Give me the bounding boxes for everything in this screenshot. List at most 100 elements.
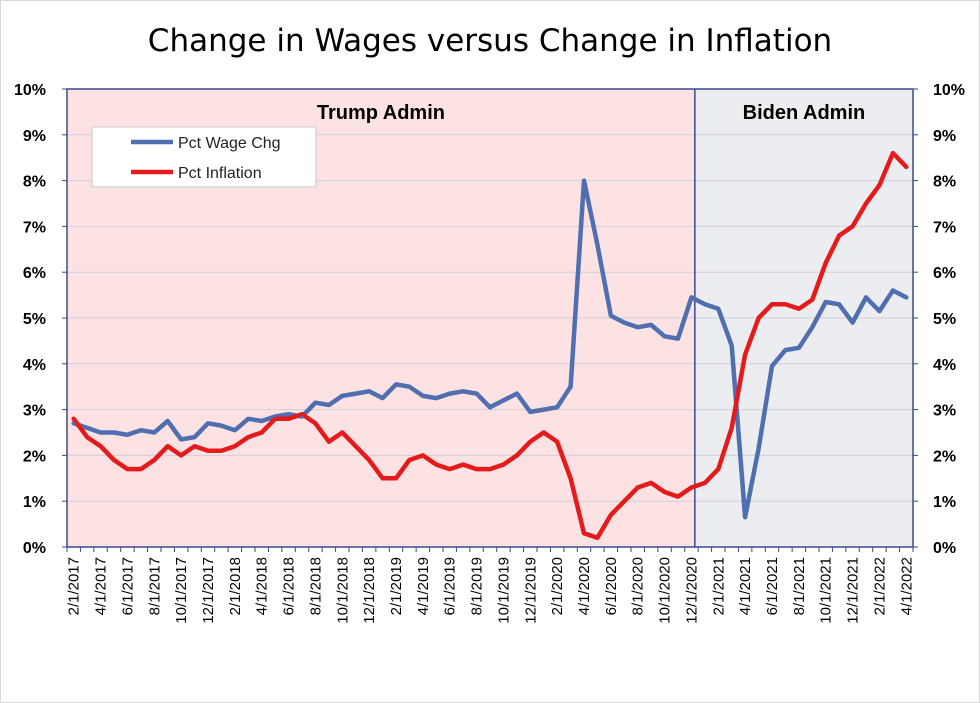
legend-label-wage: Pct Wage Chg bbox=[178, 135, 281, 152]
inflation-point bbox=[461, 462, 465, 467]
inflation-point bbox=[219, 449, 224, 453]
wage-point bbox=[286, 412, 291, 416]
inflation-point bbox=[286, 417, 291, 421]
inflation-point bbox=[528, 440, 532, 444]
inflation-point bbox=[555, 440, 559, 444]
x-axis: 2/1/2017 4/1/2017 6/1/2017 8/1/2017 10/1/201… bbox=[66, 547, 915, 624]
inflation-point bbox=[770, 302, 774, 306]
wage-point bbox=[125, 433, 130, 437]
inflation-point bbox=[206, 449, 210, 453]
legend-label-inflation: Pct Inflation bbox=[178, 165, 262, 182]
inflation-point bbox=[850, 224, 855, 228]
wage-point bbox=[340, 394, 344, 398]
inflation-point bbox=[313, 421, 318, 425]
wage-point bbox=[904, 295, 908, 299]
x-tick-label: 12/1/2020 bbox=[683, 557, 700, 624]
y-tick-label-right: 8% bbox=[933, 174, 956, 191]
y-tick-label-right: 7% bbox=[933, 219, 956, 236]
wage-point bbox=[797, 346, 801, 350]
inflation-point bbox=[689, 485, 694, 490]
x-tick-label: 2/1/2021 bbox=[710, 557, 727, 615]
inflation-point bbox=[542, 430, 546, 435]
wage-point bbox=[515, 391, 519, 396]
x-tick-label: 8/1/2018 bbox=[307, 557, 324, 615]
wage-point bbox=[756, 446, 761, 451]
x-tick-label: 8/1/2019 bbox=[469, 557, 486, 615]
y-tick-label-right: 5% bbox=[933, 311, 956, 328]
y-tick-label-right: 9% bbox=[933, 128, 956, 145]
wage-point bbox=[233, 428, 237, 432]
wage-point bbox=[394, 382, 398, 387]
inflation-point bbox=[98, 444, 103, 448]
x-tick-label: 2/1/2022 bbox=[871, 557, 888, 615]
inflation-point bbox=[474, 467, 479, 471]
x-tick-label: 10/1/2017 bbox=[173, 557, 190, 624]
inflation-point bbox=[340, 430, 344, 435]
x-tick-label: 6/1/2019 bbox=[442, 557, 459, 615]
wage-point bbox=[716, 307, 720, 311]
wage-point bbox=[649, 323, 653, 327]
wage-point bbox=[837, 302, 841, 306]
legend: Pct Wage Chg Pct Inflation bbox=[91, 126, 317, 188]
wage-point bbox=[380, 396, 385, 400]
wage-point bbox=[246, 417, 250, 421]
x-tick-label: 10/1/2019 bbox=[495, 557, 512, 624]
wage-point bbox=[367, 389, 371, 393]
wage-point bbox=[85, 426, 89, 430]
inflation-point bbox=[837, 233, 841, 238]
y-tick-label-left: 2% bbox=[23, 448, 46, 465]
chart-title: Change in Wages versus Change in Inflati… bbox=[148, 23, 832, 59]
wage-point bbox=[139, 428, 143, 432]
wage-point bbox=[689, 295, 694, 299]
wage-point bbox=[98, 430, 103, 435]
wage-point bbox=[542, 408, 546, 412]
wage-point bbox=[528, 410, 532, 414]
wage-point bbox=[407, 385, 412, 389]
inflation-point bbox=[904, 165, 908, 169]
wage-point bbox=[622, 320, 626, 325]
wage-point bbox=[501, 398, 506, 403]
x-tick-label: 2/1/2020 bbox=[549, 557, 566, 615]
wage-point bbox=[72, 421, 76, 425]
inflation-point bbox=[595, 536, 600, 540]
inflation-point bbox=[488, 467, 492, 471]
wage-point bbox=[152, 430, 156, 435]
inflation-point bbox=[716, 467, 720, 471]
wage-point bbox=[703, 302, 707, 306]
inflation-point bbox=[192, 444, 197, 448]
y-tick-label-left: 3% bbox=[23, 403, 46, 420]
inflation-point bbox=[662, 490, 667, 494]
x-tick-label: 2/1/2018 bbox=[227, 557, 244, 615]
wage-point bbox=[434, 396, 438, 400]
y-tick-label-left: 6% bbox=[23, 265, 46, 282]
data-points bbox=[72, 151, 908, 540]
inflation-point bbox=[260, 430, 264, 435]
wage-point bbox=[488, 405, 492, 409]
inflation-point bbox=[730, 426, 734, 430]
inflation-point bbox=[891, 151, 895, 155]
legend-box bbox=[91, 126, 317, 188]
inflation-point bbox=[125, 467, 130, 471]
inflation-point bbox=[380, 476, 385, 480]
wage-point bbox=[260, 419, 264, 423]
wage-point bbox=[300, 414, 304, 419]
y-tick-label-left: 9% bbox=[23, 128, 46, 145]
x-tick-label: 10/1/2020 bbox=[657, 557, 674, 624]
wage-point bbox=[877, 309, 882, 313]
y-tick-label-right: 1% bbox=[933, 494, 956, 511]
x-tick-label: 12/1/2017 bbox=[200, 557, 217, 624]
x-tick-label: 12/1/2019 bbox=[522, 557, 539, 624]
inflation-point bbox=[568, 476, 573, 480]
y-tick-label-left: 0% bbox=[23, 540, 46, 557]
wage-point bbox=[112, 430, 116, 435]
x-tick-label: 10/1/2018 bbox=[334, 557, 351, 624]
wage-point bbox=[824, 300, 828, 304]
biden-admin-label: Biden Admin bbox=[743, 102, 866, 124]
wage-point bbox=[448, 391, 452, 396]
trump-admin-label: Trump Admin bbox=[317, 102, 445, 124]
x-tick-label: 4/1/2019 bbox=[415, 557, 432, 615]
x-tick-label: 4/1/2017 bbox=[93, 557, 110, 615]
x-tick-label: 6/1/2020 bbox=[603, 557, 620, 615]
y-tick-label-left: 5% bbox=[23, 311, 46, 328]
inflation-point bbox=[515, 453, 519, 457]
